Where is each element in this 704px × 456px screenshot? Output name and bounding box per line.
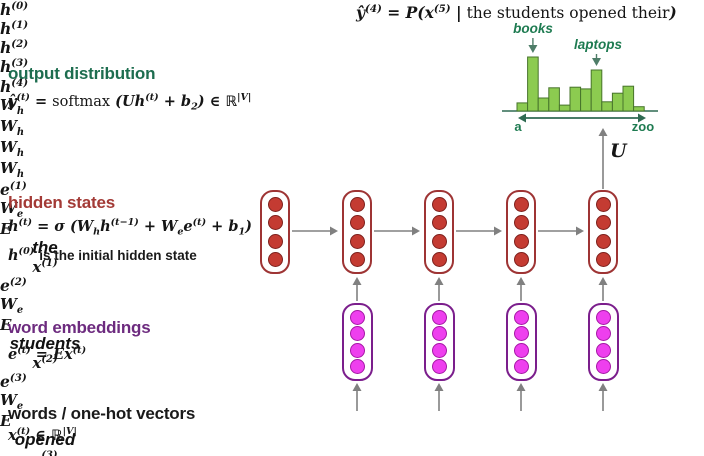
hidden-unit-dot: [349, 251, 365, 267]
hidden-unit-dot: [267, 215, 283, 231]
embedding-unit-dot: [432, 358, 447, 374]
hidden-unit-dot: [431, 251, 447, 267]
we-weight-label: We: [0, 391, 24, 413]
one-hot-label: x(1): [32, 257, 58, 276]
hidden-state-label: h(2): [0, 38, 29, 58]
hidden-state-note-math: h(0): [8, 246, 35, 264]
hidden-state-vector: [506, 190, 536, 274]
hidden-unit-dot: [595, 233, 611, 249]
wh-weight-label: Wh: [0, 158, 25, 180]
word-embedding-vector: [424, 303, 455, 381]
vocab-axis-start-label: a: [514, 119, 522, 134]
hidden-unit-dot: [431, 233, 447, 249]
one-hot-vectors-heading: words / one-hot vectors: [8, 404, 196, 423]
embedding-matrix-label: E: [0, 219, 12, 238]
embedding-label: e(1): [0, 179, 27, 199]
output-distribution-heading: output distribution: [8, 64, 156, 83]
embedding-unit-dot: [432, 310, 447, 325]
embedding-matrix-label: E: [0, 316, 12, 335]
hidden-states-heading: hidden states: [8, 193, 115, 212]
we-weight-label: We: [0, 295, 24, 317]
word-embeddings-heading: word embeddings: [8, 318, 151, 337]
hidden-state-label: h(0): [0, 0, 29, 20]
output-weight-label: U: [610, 140, 627, 162]
hidden-state-label: h(1): [0, 19, 29, 39]
output-distribution-formula: ŷ(t) = softmax (Uh(t) + b2) ∈ ℝ|V|: [8, 92, 252, 113]
hidden-state-label: h(3): [0, 57, 29, 77]
embedding-label: e(2): [0, 275, 27, 296]
hidden-state-vector: [424, 190, 454, 274]
embedding-unit-dot: [596, 342, 611, 358]
hidden-unit-dot: [349, 215, 365, 231]
predicted-probability-formula: ŷ(4) = P(x(5) | the students opened thei…: [356, 3, 677, 23]
wh-weight-label: Wh: [0, 137, 25, 159]
embedding-unit-dot: [432, 326, 447, 342]
hidden-unit-dot: [431, 215, 447, 231]
hidden-state-vector: [342, 190, 372, 274]
hidden-unit-dot: [267, 233, 283, 249]
hidden-unit-dot: [595, 197, 611, 212]
word-embedding-vector: [506, 303, 537, 381]
input-word: students: [9, 334, 81, 354]
embedding-unit-dot: [350, 326, 365, 342]
hidden-state-note-text: is the initial hidden state: [39, 247, 197, 263]
embedding-unit-dot: [350, 310, 365, 325]
embedding-unit-dot: [596, 326, 611, 342]
hidden-unit-dot: [513, 251, 529, 267]
embedding-unit-dot: [514, 326, 529, 342]
embedding-unit-dot: [596, 310, 611, 325]
embedding-unit-dot: [514, 342, 529, 358]
hidden-unit-dot: [513, 197, 529, 212]
hidden-states-formula: h(t) = σ (Whh(t−1) + Wee(t) + b1): [8, 217, 253, 238]
one-hot-label: x(2): [32, 354, 58, 373]
embedding-unit-dot: [350, 342, 365, 358]
word-embedding-vector: [588, 303, 619, 381]
embedding-label: e(3): [0, 372, 27, 392]
hidden-state-vector: [260, 190, 290, 274]
input-word: the: [32, 237, 58, 257]
hidden-unit-dot: [349, 233, 365, 249]
embedding-unit-dot: [514, 310, 529, 325]
hidden-unit-dot: [431, 197, 447, 212]
embedding-matrix-label: E: [0, 412, 12, 431]
input-word: opened: [14, 430, 76, 450]
we-weight-label: We: [0, 198, 24, 220]
hidden-state-note: h(0) is the initial hidden state: [8, 246, 197, 265]
hidden-unit-dot: [349, 197, 365, 212]
one-hot-vectors-formula: x(t) ∈ ℝ|V|: [8, 426, 77, 444]
one-hot-label: x(3): [32, 450, 58, 456]
hidden-unit-dot: [267, 251, 283, 267]
hidden-state-label: h(4): [0, 76, 29, 96]
hidden-unit-dot: [595, 251, 611, 267]
embedding-unit-dot: [514, 358, 529, 374]
word-embedding-vector: [342, 303, 373, 381]
annotation-books: books: [513, 21, 553, 36]
hidden-unit-dot: [513, 233, 529, 249]
embedding-unit-dot: [350, 358, 365, 374]
hidden-unit-dot: [267, 197, 283, 212]
word-embeddings-formula: e(t) = Ex(t): [8, 345, 87, 363]
hidden-unit-dot: [595, 215, 611, 231]
hidden-unit-dot: [513, 215, 529, 231]
hidden-state-vector: [588, 190, 618, 274]
wh-weight-label: Wh: [0, 116, 25, 138]
annotation-laptops: laptops: [573, 37, 622, 52]
vocab-axis-end-label: zoo: [631, 119, 655, 134]
wh-weight-label: Wh: [0, 95, 25, 117]
embedding-unit-dot: [432, 342, 447, 358]
embedding-unit-dot: [596, 358, 611, 374]
